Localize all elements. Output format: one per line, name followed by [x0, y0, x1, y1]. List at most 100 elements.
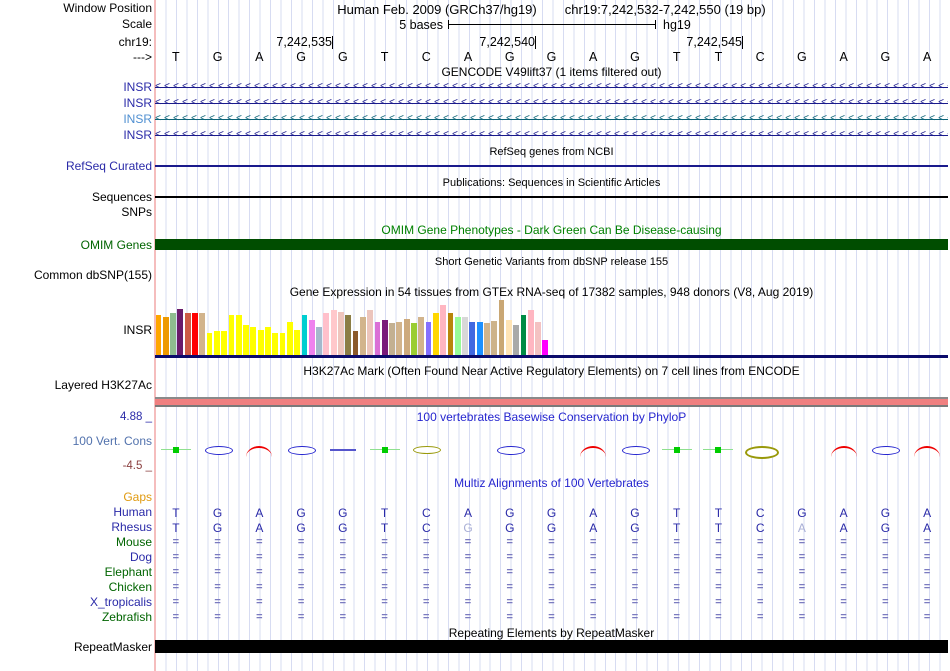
alignment-identity-mark: = — [531, 536, 573, 548]
aligned-base: G — [489, 521, 531, 535]
gtex-tissue-bar[interactable] — [214, 331, 220, 355]
gtex-tissue-bar[interactable] — [331, 310, 337, 355]
omim-genes-label[interactable]: OMIM Genes — [81, 239, 152, 252]
alignment-identity-mark: = — [698, 551, 740, 563]
gtex-tissue-bar[interactable] — [382, 320, 388, 355]
refseq-curated-label[interactable]: RefSeq Curated — [66, 160, 152, 173]
gtex-tissue-bar[interactable] — [199, 313, 205, 355]
gencode-gene-label[interactable]: INSR — [123, 97, 152, 110]
phylop-glyph — [411, 445, 441, 455]
gtex-tissue-bar[interactable] — [404, 319, 410, 355]
gtex-tissue-bar[interactable] — [221, 331, 227, 355]
multiz-species-label[interactable]: Elephant — [105, 566, 152, 579]
gtex-tissue-bar[interactable] — [272, 333, 278, 355]
alignment-identity-mark: = — [531, 581, 573, 593]
omim-gene-bar[interactable] — [155, 239, 948, 250]
multiz-species-label[interactable]: Dog — [130, 551, 152, 564]
gtex-tissue-bar[interactable] — [265, 327, 271, 355]
gtex-tissue-bar[interactable] — [229, 315, 235, 355]
gtex-tissue-bar[interactable] — [469, 322, 475, 355]
multiz-species-label[interactable]: Gaps — [123, 491, 152, 504]
gtex-tissue-bar[interactable] — [353, 331, 359, 355]
gtex-tissue-bar[interactable] — [323, 313, 329, 355]
gtex-tissue-bar[interactable] — [418, 317, 424, 355]
base-letter: G — [531, 50, 573, 64]
gtex-tissue-bar[interactable] — [170, 313, 176, 355]
gtex-tissue-bar[interactable] — [294, 330, 300, 355]
gtex-tissue-bar[interactable] — [513, 325, 519, 355]
gtex-tissue-bar[interactable] — [316, 327, 322, 355]
gtex-tissue-bar[interactable] — [309, 320, 315, 355]
gencode-gene-row[interactable]: <<<<<<<<<<<<<<<<<<<<<<<<<<<<<<<<<<<<<<<<… — [155, 129, 948, 142]
gtex-tissue-bar[interactable] — [433, 313, 439, 355]
gtex-tissue-bar[interactable] — [367, 310, 373, 355]
gtex-tissue-bar[interactable] — [521, 315, 527, 355]
gtex-tissue-bar[interactable] — [163, 317, 169, 355]
gtex-tissue-bar[interactable] — [192, 313, 198, 355]
multiz-species-label[interactable]: Rhesus — [111, 521, 152, 534]
multiz-species-label[interactable]: X_tropicalis — [90, 596, 152, 609]
gtex-tissue-bar[interactable] — [499, 300, 505, 355]
snps-label[interactable]: SNPs — [121, 206, 152, 219]
gtex-tissue-bar[interactable] — [426, 322, 432, 355]
gtex-tissue-bar[interactable] — [302, 315, 308, 355]
gtex-tissue-bar[interactable] — [345, 315, 351, 355]
base-letter: C — [739, 50, 781, 64]
publications-item-bar[interactable] — [155, 196, 948, 198]
gtex-tissue-bar[interactable] — [506, 320, 512, 355]
refseq-gene-bar[interactable] — [155, 165, 948, 167]
strand-arrow-label[interactable]: ---> — [133, 51, 152, 64]
h3k27ac-title: H3K27Ac Mark (Often Found Near Active Re… — [155, 365, 948, 378]
gtex-tissue-bar[interactable] — [280, 333, 286, 355]
gtex-tissue-bar[interactable] — [462, 317, 468, 355]
gtex-tissue-bar[interactable] — [258, 330, 264, 355]
gtex-tissue-bar[interactable] — [491, 321, 497, 355]
gencode-gene-row[interactable]: <<<<<<<<<<<<<<<<<<<<<<<<<<<<<<<<<<<<<<<<… — [155, 97, 948, 110]
gencode-gene-label[interactable]: INSR — [123, 113, 152, 126]
gtex-tissue-bar[interactable] — [375, 322, 381, 355]
phylop-glyph — [829, 445, 859, 455]
gencode-gene-label[interactable]: INSR — [123, 129, 152, 142]
gtex-tissue-bar[interactable] — [440, 305, 446, 355]
gtex-tissue-bar[interactable] — [455, 317, 461, 355]
gtex-tissue-bar[interactable] — [250, 327, 256, 355]
gtex-tissue-bar[interactable] — [236, 315, 242, 355]
gtex-tissue-bar[interactable] — [389, 323, 395, 355]
gtex-tissue-bar[interactable] — [338, 312, 344, 355]
gtex-gene-label[interactable]: INSR — [123, 324, 152, 337]
gtex-tissue-bar[interactable] — [287, 322, 293, 355]
multiz-species-label[interactable]: Zebrafish — [102, 611, 152, 624]
sequences-label[interactable]: Sequences — [92, 191, 152, 204]
gtex-tissue-bar[interactable] — [177, 309, 183, 355]
gtex-tissue-bar[interactable] — [477, 322, 483, 355]
multiz-species-label[interactable]: Human — [113, 506, 152, 519]
glyph-dot — [715, 447, 721, 453]
gencode-gene-row[interactable]: <<<<<<<<<<<<<<<<<<<<<<<<<<<<<<<<<<<<<<<<… — [155, 81, 948, 94]
gtex-tissue-bar[interactable] — [396, 322, 402, 355]
gtex-tissue-bar[interactable] — [185, 313, 191, 355]
gtex-tissue-bar[interactable] — [156, 315, 162, 355]
gtex-tissue-bar[interactable] — [243, 325, 249, 355]
multiz-species-label[interactable]: Mouse — [116, 536, 152, 549]
gencode-gene-label[interactable]: INSR — [123, 81, 152, 94]
gtex-tissue-bar[interactable] — [207, 333, 213, 355]
gtex-tissue-bar[interactable] — [360, 317, 366, 355]
gtex-tissue-bar[interactable] — [542, 340, 548, 355]
layered-h3k27ac-label[interactable]: Layered H3K27Ac — [55, 379, 152, 392]
aligned-base: T — [698, 506, 740, 520]
gencode-gene-row[interactable]: <<<<<<<<<<<<<<<<<<<<<<<<<<<<<<<<<<<<<<<<… — [155, 113, 948, 126]
alignment-identity-mark: = — [823, 611, 865, 623]
phylop-track-label[interactable]: 100 Vert. Cons — [73, 435, 152, 448]
gtex-tissue-bar[interactable] — [528, 310, 534, 355]
gtex-tissue-bar[interactable] — [448, 313, 454, 355]
aligned-base: G — [865, 521, 907, 535]
repeatmasker-bar[interactable] — [155, 640, 948, 653]
gtex-tissue-bar[interactable] — [535, 322, 541, 355]
common-dbsnp-label[interactable]: Common dbSNP(155) — [34, 269, 152, 282]
multiz-species-label[interactable]: Chicken — [109, 581, 152, 594]
alignment-identity-mark: = — [489, 566, 531, 578]
gtex-tissue-bar[interactable] — [411, 323, 417, 355]
alignment-identity-mark: = — [197, 581, 239, 593]
repeatmasker-label[interactable]: RepeatMasker — [74, 641, 152, 654]
gtex-tissue-bar[interactable] — [484, 323, 490, 355]
